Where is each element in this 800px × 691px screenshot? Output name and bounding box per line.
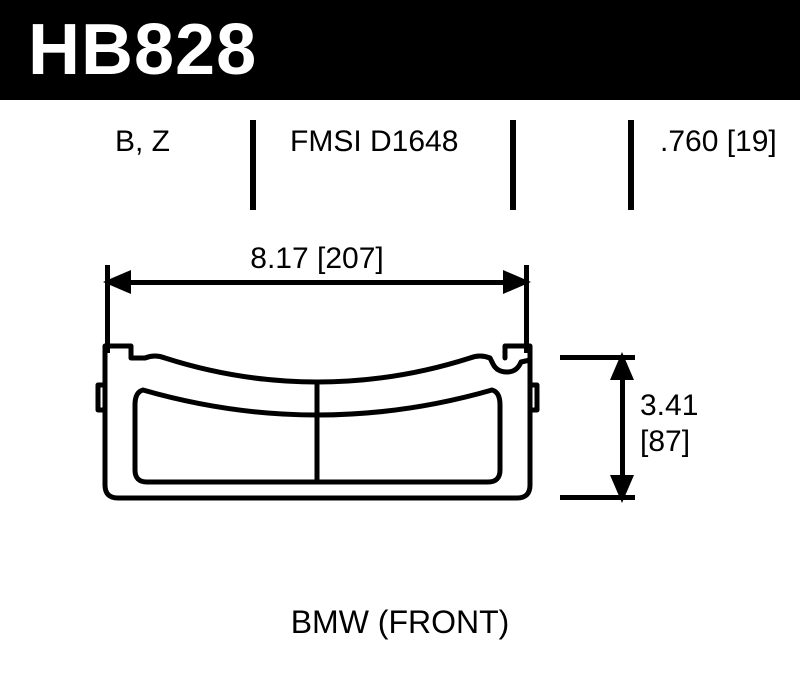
header-bar: HB828 (0, 0, 800, 100)
part-number: HB828 (28, 9, 257, 91)
arrow-down-icon (610, 475, 634, 503)
height-in: 3.41 (640, 389, 698, 422)
spec-row: B, Z FMSI D1648 .760 [19] (0, 120, 800, 210)
arrow-up-icon (610, 352, 634, 380)
compounds-label: B, Z (115, 125, 170, 159)
width-dim-line (105, 280, 529, 285)
spec-divider-1 (250, 120, 256, 210)
width-dimension: 8.17 [207] (105, 250, 529, 310)
spec-divider-2 (510, 120, 516, 210)
application-label: BMW (FRONT) (291, 604, 510, 641)
arrow-left-icon (103, 270, 131, 294)
width-value: 8.17 [207] (238, 242, 395, 276)
height-mm: [87] (640, 425, 690, 458)
height-dimension: 3.41 [87] (560, 330, 740, 505)
arrow-right-icon (503, 270, 531, 294)
spec-divider-3 (628, 120, 634, 210)
thickness-label: .760 [19] (660, 125, 777, 159)
brake-pad-outline (95, 330, 540, 510)
height-value: 3.41 [87] (640, 388, 698, 460)
fmsi-label: FMSI D1648 (290, 125, 458, 159)
